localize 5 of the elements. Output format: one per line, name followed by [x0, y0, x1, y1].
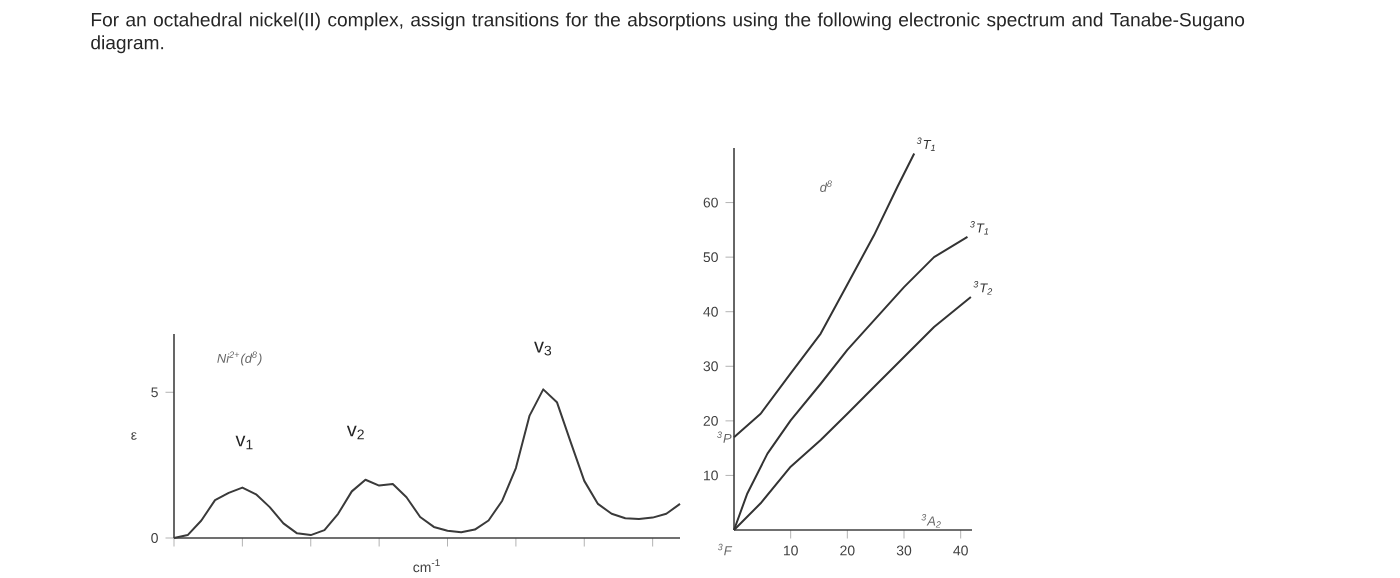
- line-series: [733, 152, 916, 439]
- annotation: v$_{1}$: [235, 435, 253, 450]
- annotation: v$_{3}$: [534, 341, 552, 356]
- annotation: v$_{2}$: [346, 425, 364, 440]
- chart-title: For an octahedral nickel(II) complex, assign transitions for the absorptions using the following electronic spectrum and Tanabe-Sugano diagram.: [91, 12, 1245, 54]
